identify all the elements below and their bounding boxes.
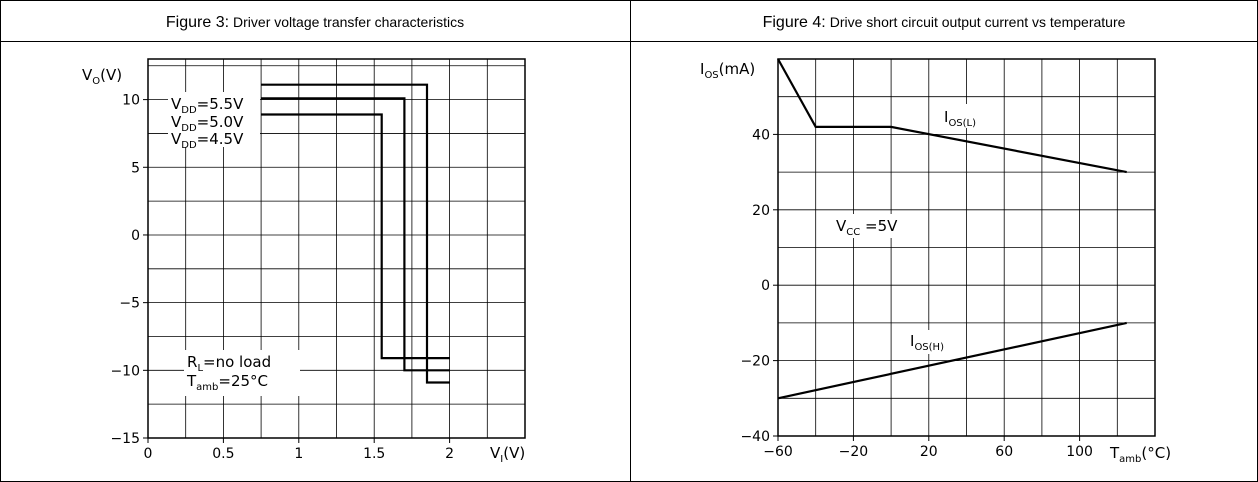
label-ios-h: IOS(H) <box>910 332 944 353</box>
series-line <box>777 321 1127 400</box>
figure-4-x-axis-label: Tamb(°C) <box>1109 444 1171 465</box>
figure-3-x-axis-label: VI(V) <box>490 444 525 465</box>
y-tick-label: 0 <box>131 228 140 244</box>
series-line <box>261 113 450 360</box>
note-vcc-bg <box>833 214 909 238</box>
figure-3-y-ticks: 10 5 0 −5 −10 −15 <box>110 93 148 447</box>
label-ios-h-bg <box>906 330 960 354</box>
y-tick-label: 40 <box>752 127 770 143</box>
x-tick-label: 0 <box>144 446 153 462</box>
y-tick-label: 5 <box>131 160 140 176</box>
note-load: RL=no load <box>187 353 271 374</box>
y-tick-label: 10 <box>122 93 140 109</box>
y-tick-label: −40 <box>740 429 770 445</box>
x-tick-label: 100 <box>1066 444 1093 460</box>
figure-3-plot-border <box>147 58 526 439</box>
figure-3-x-ticks: 0 0.5 1 1.5 2 <box>144 438 454 462</box>
figure-3-chart: 0 0.5 1 1.5 2 10 5 0 −5 −10 −15 VDD=5.5V VDD=5.0V… <box>82 58 526 465</box>
y-tick-label: −15 <box>110 431 140 447</box>
x-tick-label: −60 <box>763 444 793 460</box>
label-ios-l: IOS(L) <box>944 108 976 129</box>
y-tick-label: 20 <box>752 203 770 219</box>
label-vdd-5-0: VDD=5.0V <box>171 113 244 134</box>
label-ios-l-bg <box>940 104 996 128</box>
series-line <box>261 83 450 384</box>
figure-4-y-axis-label: IOS(mA) <box>700 60 755 81</box>
y-tick-label: −20 <box>740 354 770 370</box>
y-tick-label: 0 <box>761 278 770 294</box>
label-vdd-5-5: VDD=5.5V <box>171 95 244 116</box>
series-line <box>261 97 450 372</box>
figure-3-y-axis-label: VO(V) <box>82 66 122 87</box>
x-tick-label: 1.5 <box>363 446 385 462</box>
x-tick-label: 60 <box>995 444 1013 460</box>
note-vcc: VCC =5V <box>836 217 898 238</box>
x-tick-label: 2 <box>445 446 454 462</box>
y-tick-label: −10 <box>110 363 140 379</box>
x-tick-label: 20 <box>920 444 938 460</box>
figure-4-x-ticks: −60 −20 20 60 100 <box>763 436 1093 460</box>
note-temperature: Tamb=25°C <box>186 372 268 393</box>
figure-3-legend-bg <box>168 92 260 147</box>
figure-4-series <box>777 58 1127 400</box>
y-tick-label: −5 <box>119 296 140 312</box>
x-tick-label: 1 <box>294 446 303 462</box>
figure-3-note-bg <box>184 350 300 396</box>
label-vdd-4-5: VDD=4.5V <box>171 130 244 151</box>
figure-3-title: Figure 3: Driver voltage transfer charact… <box>166 14 464 31</box>
x-tick-label: 0.5 <box>212 446 234 462</box>
series-line <box>777 58 1127 174</box>
figure-4-title: Figure 4: Drive short circuit output curr… <box>763 14 1126 31</box>
figure-4-plot-border <box>777 58 1156 437</box>
x-tick-label: −20 <box>839 444 869 460</box>
figure-3-series <box>261 83 450 384</box>
figure-4-y-ticks: 40 20 0 −20 −40 <box>740 127 778 445</box>
